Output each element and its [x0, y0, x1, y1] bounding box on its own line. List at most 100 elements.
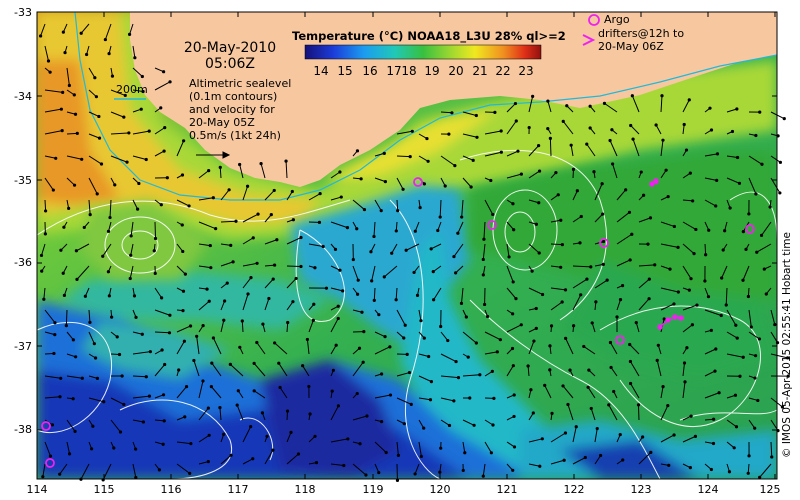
y-tick-label: -37 — [14, 340, 32, 353]
velocity-arrow-head — [129, 253, 133, 257]
velocity-arrow-head — [235, 403, 239, 407]
velocity-arrow — [219, 407, 222, 421]
velocity-arrow — [44, 177, 54, 191]
velocity-arrow — [193, 360, 200, 377]
velocity-arrow — [682, 435, 696, 443]
velocity-arrow-head — [628, 342, 632, 347]
velocity-arrow — [637, 404, 640, 421]
velocity-arrow — [682, 243, 695, 255]
velocity-arrow — [656, 360, 662, 377]
velocity-arrow-head — [127, 131, 131, 135]
velocity-arrow — [286, 432, 292, 443]
velocity-arrow — [132, 89, 144, 92]
velocity-arrow-head — [609, 365, 613, 370]
velocity-arrow — [286, 278, 297, 289]
velocity-arrow — [396, 177, 404, 190]
velocity-arrow-head — [708, 106, 712, 110]
velocity-arrow-head — [48, 454, 53, 458]
velocity-arrow — [154, 309, 171, 316]
velocity-arrow — [44, 89, 63, 93]
velocity-arrow-head — [355, 149, 360, 153]
velocity-arrow — [638, 298, 650, 311]
velocity-arrow-head — [181, 309, 185, 313]
velocity-arrow-head — [249, 425, 253, 429]
velocity-arrow — [482, 463, 486, 477]
velocity-arrow — [395, 287, 398, 300]
velocity-arrow-head — [413, 229, 417, 233]
velocity-arrow — [130, 221, 134, 236]
velocity-arrow-head — [438, 470, 442, 474]
velocity-arrow — [565, 338, 574, 355]
velocity-arrow-head — [493, 110, 497, 114]
velocity-arrow-head — [60, 129, 64, 133]
velocity-arrow — [550, 287, 566, 291]
velocity-arrow-head — [211, 336, 216, 340]
velocity-arrow-head — [341, 289, 345, 293]
velocity-arrow-head — [511, 202, 515, 206]
velocity-arrow — [154, 331, 170, 334]
velocity-arrow — [704, 153, 718, 157]
velocity-arrow-head — [516, 149, 520, 153]
velocity-arrow-head — [296, 452, 301, 456]
velocity-arrow-head — [338, 268, 342, 272]
velocity-arrow-head — [94, 95, 98, 99]
velocity-arrow-head — [758, 475, 762, 479]
velocity-arrow-head — [720, 276, 724, 280]
velocity-arrow-head — [137, 181, 141, 186]
velocity-arrow-head — [246, 292, 250, 296]
velocity-arrow-head — [318, 192, 322, 196]
velocity-arrow — [682, 362, 686, 377]
velocity-arrow-head — [586, 385, 590, 389]
velocity-arrow-head — [464, 315, 468, 319]
velocity-arrow — [44, 199, 47, 211]
velocity-arrow — [66, 375, 83, 379]
velocity-arrow — [264, 298, 270, 311]
velocity-arrow — [460, 287, 464, 304]
velocity-arrow — [462, 419, 475, 426]
velocity-arrow-head — [59, 107, 63, 111]
velocity-arrow-head — [117, 352, 122, 357]
velocity-arrow-head — [653, 263, 657, 267]
velocity-arrow — [484, 351, 498, 355]
velocity-arrow — [239, 164, 244, 179]
velocity-arrow — [630, 383, 640, 399]
velocity-arrow — [528, 463, 540, 467]
velocity-arrow — [374, 394, 391, 399]
velocity-arrow-head — [44, 209, 48, 213]
velocity-arrow — [253, 390, 266, 399]
velocity-arrow-head — [689, 277, 693, 281]
velocity-scale-label: 0.5m/s (1kt 24h) — [189, 129, 281, 142]
y-tick-label: -34 — [14, 90, 32, 103]
velocity-arrow-head — [380, 372, 384, 376]
velocity-arrow-head — [693, 434, 698, 438]
velocity-arrow — [132, 375, 147, 378]
velocity-arrow-head — [79, 31, 83, 35]
velocity-arrow-head — [685, 346, 689, 350]
velocity-arrow-head — [662, 317, 666, 321]
velocity-arrow — [330, 287, 343, 292]
land-mass — [130, 12, 777, 187]
velocity-arrow-head — [234, 219, 238, 223]
velocity-arrow-head — [628, 381, 633, 386]
velocity-arrow-head — [72, 183, 77, 187]
velocity-arrow-head — [561, 119, 565, 123]
velocity-arrow-head — [342, 463, 346, 468]
velocity-arrow-head — [427, 354, 431, 359]
velocity-arrow-head — [168, 80, 172, 84]
velocity-arrow — [42, 463, 46, 477]
velocity-arrow — [154, 81, 171, 91]
velocity-arrow — [196, 336, 200, 355]
velocity-arrow — [374, 346, 391, 355]
velocity-arrow — [391, 243, 398, 254]
velocity-arrow-head — [73, 429, 77, 433]
velocity-arrow — [770, 309, 776, 325]
velocity-arrow-head — [732, 446, 736, 450]
velocity-arrow-head — [108, 215, 112, 220]
velocity-arrow-head — [595, 426, 599, 431]
velocity-arrow-head — [209, 266, 213, 270]
velocity-arrow-head — [450, 111, 454, 115]
velocity-arrow — [721, 265, 728, 279]
velocity-arrow-head — [59, 376, 63, 380]
velocity-arrow-head — [269, 213, 273, 217]
velocity-arrow-head — [511, 280, 515, 284]
